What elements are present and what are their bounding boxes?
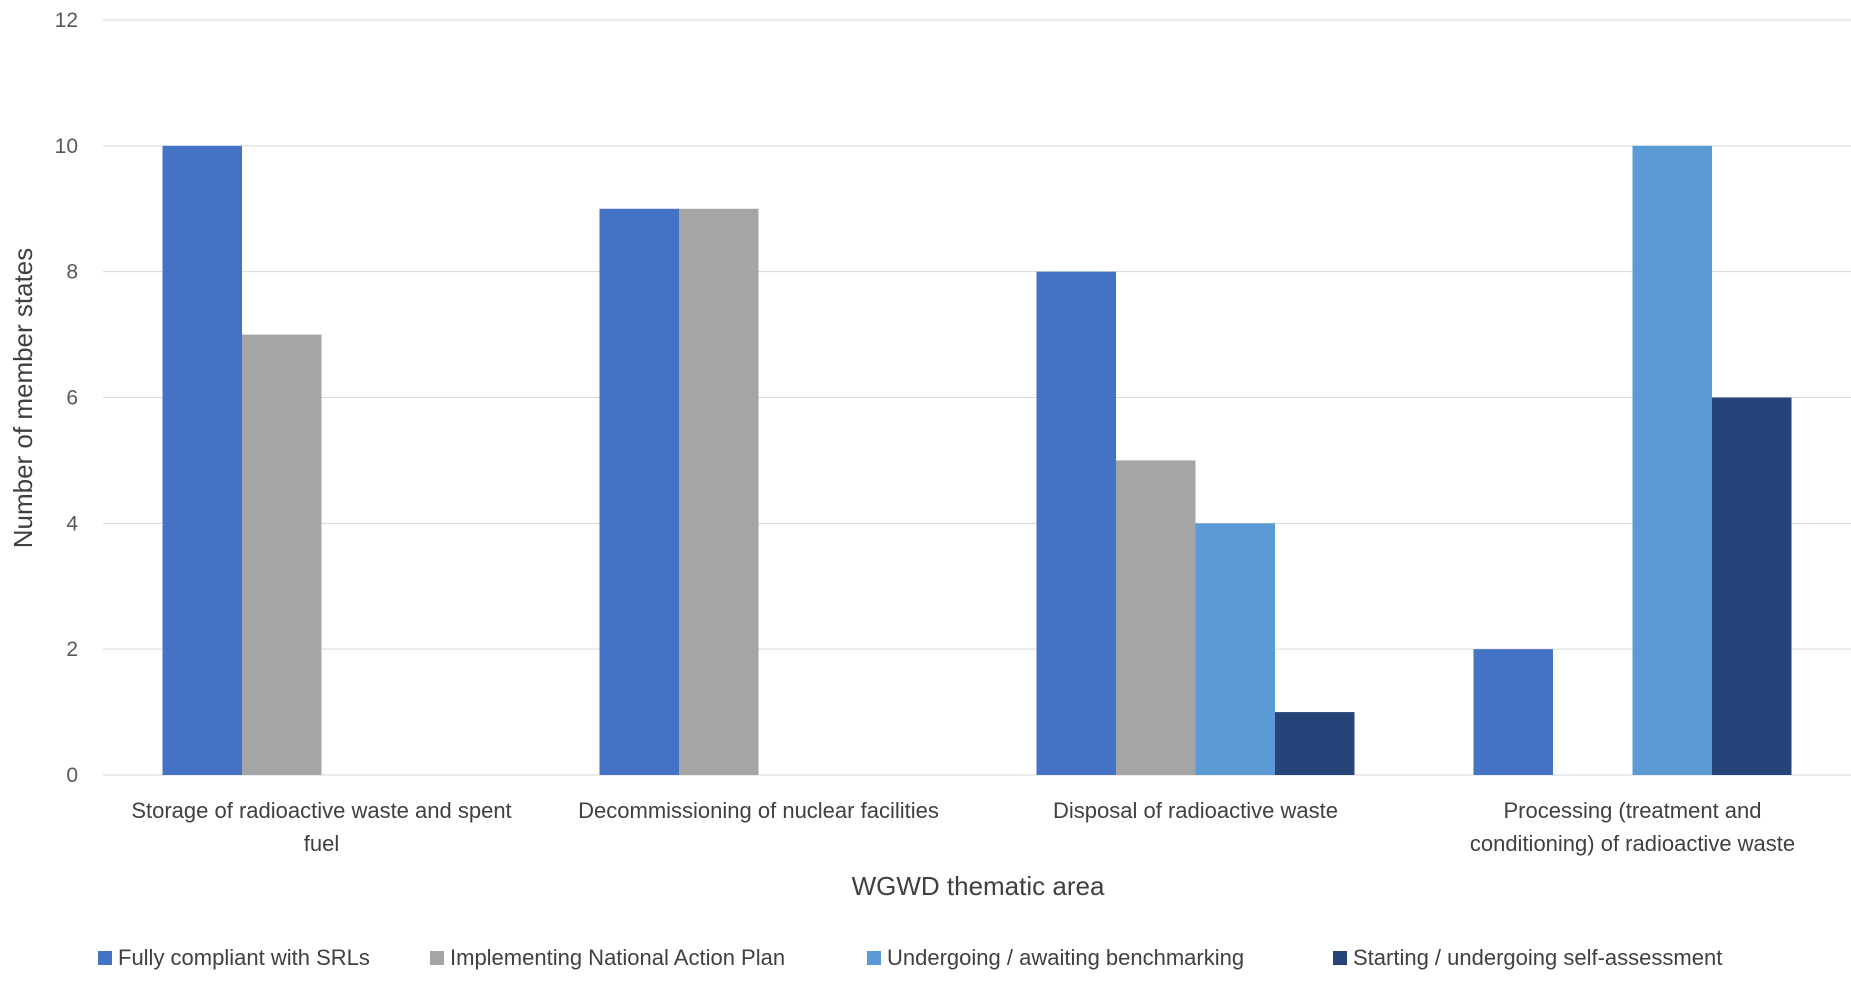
bar-3-3 [1195,523,1275,775]
category-label-1: Storage of radioactive waste and spent fu… [131,798,511,856]
y-tick-label-6: 6 [66,387,78,410]
legend-swatch [867,951,881,965]
legend-label: Fully compliant with SRLs [118,945,370,970]
legend-swatch [1333,951,1347,965]
category-label-2: Decommissioning of nuclear facilities [578,798,939,823]
legend-swatch [430,951,444,965]
y-tick-label-12: 12 [55,9,78,32]
legend-item-4: Starting / undergoing self-assessment [1333,945,1722,970]
legend-item-3: Undergoing / awaiting benchmarking [867,945,1244,970]
bar-3-1 [1036,271,1116,775]
bar-1-1 [162,145,242,776]
bar-3-2 [1116,460,1196,775]
bars [162,145,1792,776]
category-label-line: Disposal of radioactive waste [1053,798,1338,823]
bar-4-4 [1712,397,1792,775]
category-label-line: fuel [304,831,339,856]
bar-2-1 [599,208,679,775]
category-label-line: Processing (treatment and [1503,798,1761,823]
y-tick-label-8: 8 [66,261,78,284]
legend-label: Undergoing / awaiting benchmarking [887,945,1244,970]
bar-1-2 [242,334,322,775]
gridlines [103,19,1851,776]
y-tick-label-0: 0 [66,764,78,787]
x-axis-title: WGWD thematic area [852,871,1105,901]
y-tick-label-4: 4 [66,512,78,535]
category-label-line: Storage of radioactive waste and spent [131,798,511,823]
legend-label: Implementing National Action Plan [450,945,785,970]
category-label-line: conditioning) of radioactive waste [1470,831,1795,856]
legend-item-1: Fully compliant with SRLs [98,945,370,970]
bar-4-1 [1473,649,1553,775]
legend-label: Starting / undergoing self-assessment [1353,945,1722,970]
category-label-line: Decommissioning of nuclear facilities [578,798,939,823]
y-tick-label-10: 10 [55,135,78,158]
x-axis-categories: Storage of radioactive waste and spent fu… [131,798,1795,856]
y-tick-label-2: 2 [66,638,78,661]
bar-4-3 [1632,145,1712,776]
category-label-4: Processing (treatment and conditioning) o… [1470,798,1795,856]
legend-swatch [98,951,112,965]
y-axis-ticks: 0 2 4 6 8 10 12 [55,9,79,787]
category-label-3: Disposal of radioactive waste [1053,798,1338,823]
bar-2-2 [679,208,759,775]
y-axis-title: Number of member states [8,248,38,549]
legend-item-2: Implementing National Action Plan [430,945,785,970]
legend: Fully compliant with SRLs Implementing Na… [98,945,1722,970]
bar-3-4 [1275,712,1355,775]
